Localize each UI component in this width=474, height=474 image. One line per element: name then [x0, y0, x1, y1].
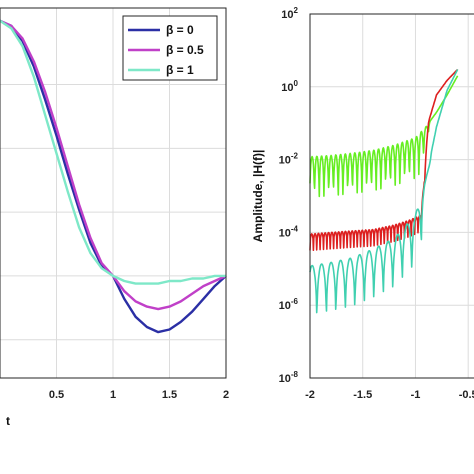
right-chart-panel: -2 -1.5 -1 -0.5 10-8 10-6 10-4 10-2 100 102 Ampl…: [251, 6, 474, 401]
right-x-tick-labels: -2 -1.5 -1 -0.5: [305, 389, 474, 401]
spectrum-line-2: [309, 69, 459, 314]
spectrum-line-1: [309, 68, 459, 251]
right-y-axis-label: Amplitude, |H(f)|: [251, 150, 265, 243]
legend-label: β = 1: [166, 63, 194, 77]
y-tick-label: 10-2: [279, 152, 299, 167]
left-legend: β = 0 β = 0.5 β = 1: [122, 15, 218, 81]
x-tick-label: 1.5: [162, 389, 177, 401]
y-tick-label: 10-6: [279, 297, 299, 312]
x-tick-label: -2: [305, 389, 315, 401]
left-plot-frame: [0, 7, 227, 379]
spectrum-line-0: [309, 75, 459, 198]
y-tick-label: 102: [281, 6, 298, 21]
y-tick-label: 10-4: [279, 224, 299, 239]
y-tick-label: 100: [281, 79, 298, 94]
x-tick-label: -1.5: [353, 389, 372, 401]
x-tick-label: -1: [411, 389, 421, 401]
legend-label: β = 0.5: [166, 43, 204, 57]
right-y-tick-labels: 10-8 10-6 10-4 10-2 100 102: [279, 6, 299, 385]
right-grid: [310, 14, 474, 378]
x-tick-label: 0.5: [49, 389, 64, 401]
x-tick-label: 1: [110, 389, 116, 401]
left-x-tick-labels: 0.5 1 1.5 2: [49, 389, 229, 401]
legend-label: β = 0: [166, 23, 194, 37]
left-series-group: [0, 19, 227, 334]
right-plot-frame: [309, 13, 474, 379]
left-x-axis-label: t: [6, 414, 10, 428]
series-line-2: [0, 19, 226, 285]
right-series-group: [309, 68, 459, 314]
left-chart-panel: 0.5 1 1.5 2 t β = 0 β = 0.5 β = 1: [0, 7, 229, 428]
x-tick-label: 2: [223, 389, 229, 401]
y-tick-label: 10-8: [279, 370, 299, 385]
x-tick-label: -0.5: [459, 389, 474, 401]
